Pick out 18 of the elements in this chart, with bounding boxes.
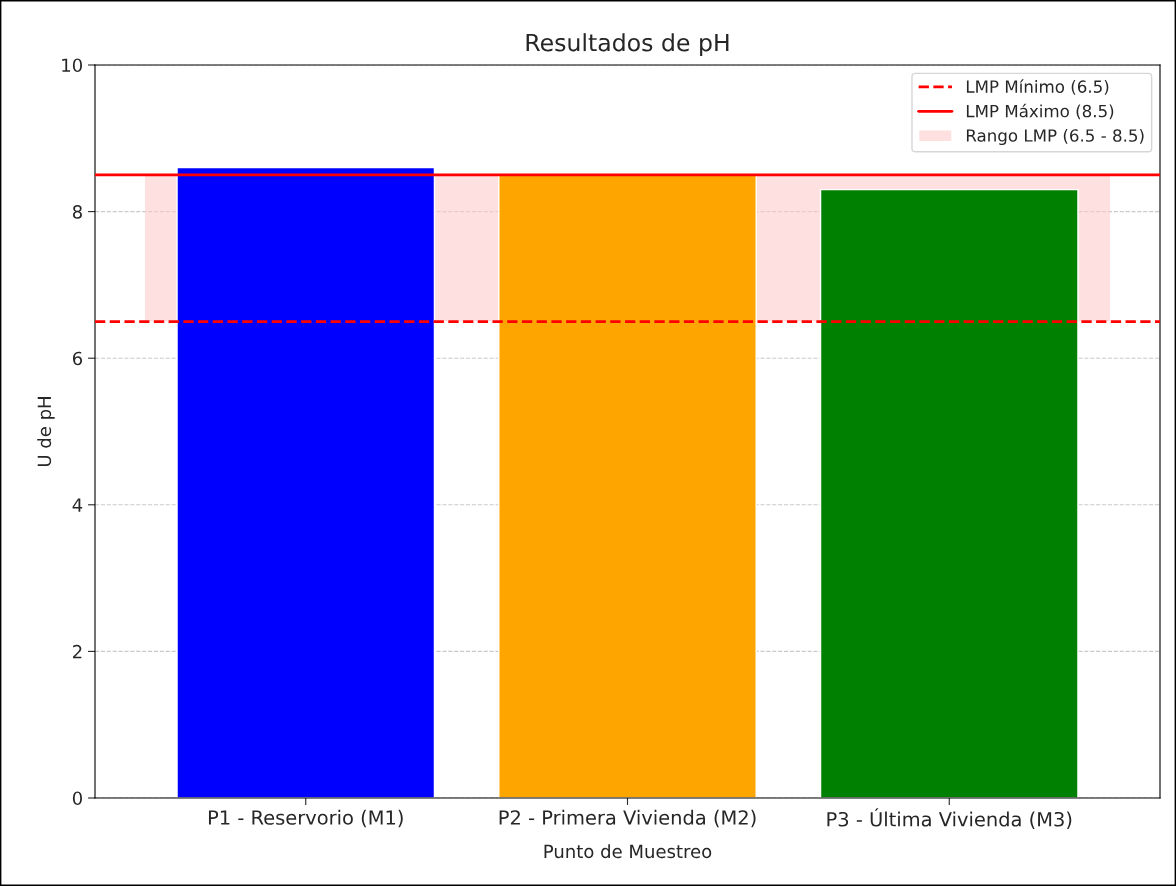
y-tick-label: 2 bbox=[73, 644, 82, 659]
y-tick-label: 0 bbox=[72, 791, 82, 806]
legend-label: LMP Máximo (8.5) bbox=[966, 103, 1114, 120]
y-tick-label: 10 bbox=[62, 58, 82, 73]
bar bbox=[176, 166, 436, 798]
y-tick-label: 6 bbox=[72, 351, 83, 366]
x-axis-title: Punto de Muestreo bbox=[544, 844, 712, 859]
bar bbox=[819, 188, 1079, 798]
x-tick-label: P2 - Primera Vivienda (M2) bbox=[499, 809, 756, 828]
legend-label: Rango LMP (6.5 - 8.5) bbox=[966, 128, 1144, 146]
bar bbox=[498, 174, 757, 798]
legend-label: LMP Mínimo (6.5) bbox=[966, 79, 1109, 95]
x-tick-label: P1 - Reservorio (M1) bbox=[208, 809, 403, 828]
y-axis-title: U de pH bbox=[37, 397, 55, 467]
x-tick-label: P3 - Última Vivienda (M3) bbox=[827, 808, 1072, 829]
y-tick-label: 4 bbox=[72, 498, 83, 512]
chart-title: Resultados de pH bbox=[526, 33, 729, 57]
y-tick-label: 8 bbox=[72, 205, 82, 219]
